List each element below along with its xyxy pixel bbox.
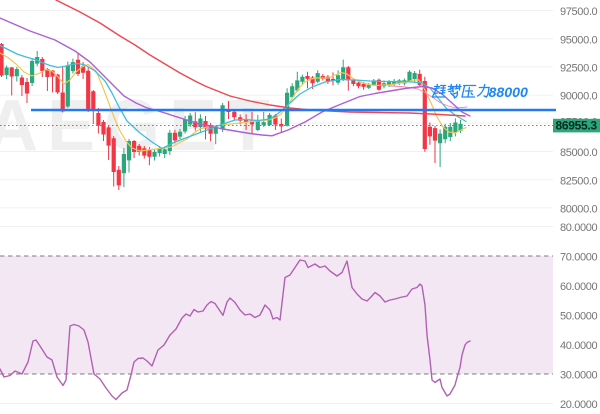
svg-text:85000.0: 85000.0 — [560, 147, 598, 159]
svg-text:30.0000: 30.0000 — [560, 370, 598, 382]
svg-text:97500.0: 97500.0 — [560, 6, 598, 18]
svg-text:88000: 88000 — [489, 85, 529, 101]
svg-text:60.0000: 60.0000 — [560, 281, 598, 293]
svg-text:80000.0: 80000.0 — [560, 204, 598, 216]
svg-text:95000.0: 95000.0 — [560, 34, 598, 46]
svg-text:70.0000: 70.0000 — [560, 252, 598, 264]
svg-text:82500.0: 82500.0 — [560, 175, 598, 187]
svg-text:50.0000: 50.0000 — [560, 311, 598, 323]
svg-text:20.0000: 20.0000 — [560, 399, 598, 411]
svg-text:80.0000: 80.0000 — [560, 222, 598, 234]
svg-text:40.0000: 40.0000 — [560, 340, 598, 352]
svg-text:90000.0: 90000.0 — [560, 91, 598, 103]
svg-text:86955.3: 86955.3 — [556, 119, 598, 133]
svg-text:92500.0: 92500.0 — [560, 63, 598, 75]
